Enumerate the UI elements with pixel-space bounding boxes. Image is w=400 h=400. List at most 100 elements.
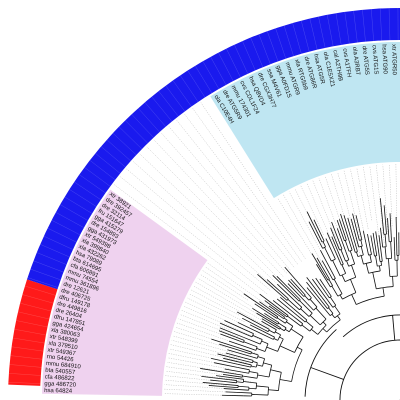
branch-stem bbox=[309, 298, 318, 308]
branch-stem bbox=[239, 340, 244, 343]
branch-stem bbox=[268, 389, 279, 391]
branch-tip bbox=[277, 283, 295, 301]
branch-tip bbox=[254, 303, 269, 314]
branch-stem bbox=[264, 329, 269, 333]
branch-arc bbox=[262, 358, 265, 367]
ring-tick bbox=[95, 153, 121, 174]
branch-tip bbox=[210, 379, 224, 382]
branch-stem bbox=[339, 294, 343, 300]
ring-tick bbox=[79, 174, 106, 194]
ring-tick bbox=[14, 329, 46, 336]
branch-stem bbox=[267, 312, 277, 319]
leaf-guide-dash bbox=[165, 375, 219, 382]
branch-tip bbox=[214, 362, 238, 368]
branch-stem bbox=[243, 351, 252, 355]
branch-stem bbox=[373, 250, 375, 257]
branch-stem bbox=[381, 238, 384, 248]
branch-stem bbox=[333, 279, 343, 294]
ring-tick bbox=[292, 22, 302, 54]
branch-stem bbox=[292, 292, 301, 301]
branch-tip bbox=[276, 276, 294, 293]
leaf-guide-dash bbox=[283, 194, 323, 263]
ring-tick bbox=[51, 220, 81, 236]
branch-stem bbox=[369, 254, 372, 263]
leaf-guide-dash bbox=[187, 297, 251, 329]
branch-stem bbox=[279, 379, 292, 382]
branch-tip bbox=[236, 311, 260, 325]
branch-stem bbox=[251, 365, 257, 368]
branch-tip bbox=[215, 375, 234, 379]
branch-tip bbox=[241, 317, 265, 331]
ring-tick bbox=[10, 355, 43, 360]
outer-color-ring bbox=[8, 8, 400, 400]
branch-arc bbox=[368, 270, 381, 274]
branch-stem bbox=[345, 251, 350, 261]
branch-stem bbox=[279, 345, 295, 353]
clade-background-pink bbox=[42, 189, 208, 396]
branch-stem bbox=[335, 253, 342, 266]
branch-stem bbox=[261, 340, 269, 345]
branch-arc bbox=[376, 286, 394, 290]
branch-stem bbox=[283, 317, 288, 321]
ring-tick bbox=[16, 320, 48, 328]
branch-arc bbox=[358, 245, 363, 248]
branch-stem bbox=[348, 239, 353, 251]
branch-arc bbox=[331, 258, 336, 262]
leaf-guide-dash bbox=[170, 344, 247, 364]
ring-tick bbox=[327, 14, 334, 47]
leaf-guide-dash bbox=[166, 362, 237, 374]
branch-tip bbox=[343, 215, 351, 236]
leaf-label: hsa 64824 bbox=[44, 388, 73, 395]
leaf-guide-dash bbox=[288, 191, 323, 254]
branch-arc bbox=[313, 306, 318, 311]
branch-arc bbox=[278, 372, 282, 391]
branch-tip bbox=[355, 215, 360, 229]
branch-tip bbox=[306, 281, 318, 296]
branch-stem bbox=[243, 337, 261, 345]
leaf-label: xtr 549367 bbox=[47, 347, 77, 357]
branch-stem bbox=[242, 332, 253, 338]
branch-stem bbox=[315, 307, 327, 320]
ring-tick bbox=[202, 61, 220, 89]
leaf-guide-dashes bbox=[113, 102, 398, 397]
ring-tick bbox=[353, 10, 358, 43]
branch-arc bbox=[277, 322, 280, 325]
branch-tip bbox=[287, 283, 308, 304]
ring-segment-blue bbox=[27, 8, 400, 290]
leaf-guide-dash bbox=[164, 384, 235, 390]
leaf-guide-dash bbox=[132, 161, 274, 287]
branch-tip bbox=[372, 232, 377, 251]
leaf-guide-dash bbox=[126, 168, 271, 291]
branch-stem bbox=[267, 319, 281, 328]
branch-stem bbox=[334, 238, 340, 251]
leaf-guide-dash bbox=[389, 164, 393, 227]
branch-stem bbox=[311, 328, 319, 335]
branch-tip bbox=[252, 307, 268, 318]
ring-tick bbox=[309, 18, 318, 50]
leaf-guide-dash bbox=[153, 139, 284, 277]
leaf-guide-dash bbox=[294, 188, 323, 245]
branch-arc bbox=[256, 354, 259, 359]
branch-stem bbox=[286, 321, 294, 327]
branch-arc bbox=[304, 329, 337, 397]
branch-tip bbox=[268, 305, 279, 313]
branch-stem bbox=[297, 286, 306, 296]
branch-stem bbox=[341, 264, 347, 274]
branch-arc bbox=[268, 365, 273, 378]
branch-tip bbox=[387, 217, 389, 229]
leaf-guide-dash bbox=[395, 164, 398, 219]
branch-stem bbox=[329, 296, 337, 306]
branch-stem bbox=[272, 324, 280, 330]
branch-stem bbox=[316, 295, 328, 309]
branch-tip bbox=[315, 277, 327, 294]
ring-tick bbox=[138, 108, 160, 133]
branch-arc bbox=[277, 338, 284, 352]
branch-tip bbox=[347, 217, 354, 237]
branch-stem bbox=[377, 244, 381, 262]
ring-tick bbox=[12, 337, 45, 344]
branch-tip bbox=[208, 385, 221, 387]
branch-tip bbox=[218, 330, 236, 338]
branch-stem bbox=[279, 336, 284, 340]
leaf-guide-dash bbox=[189, 293, 245, 323]
